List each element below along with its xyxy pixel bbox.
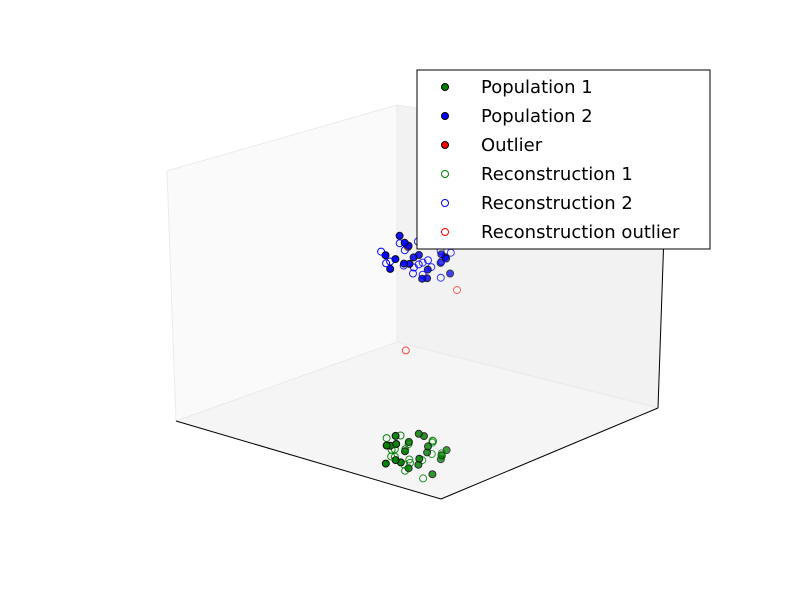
point-population-2-5 (423, 265, 432, 274)
point-reconstruction-2-13 (424, 256, 432, 265)
point-reconstruction-1-2 (437, 449, 446, 458)
point-reconstruction-2-16 (436, 273, 445, 282)
point-reconstruction-2-10 (377, 247, 386, 256)
legend-marker-outlier (441, 141, 449, 149)
point-population-2-0 (409, 253, 418, 262)
legend-label-reconstruction-1: Reconstruction 1 (481, 164, 633, 185)
data-points (377, 142, 533, 483)
point-reconstruction-1-16 (419, 474, 428, 483)
legend-marker-population-1 (441, 83, 449, 91)
point-reconstruction-2-19 (409, 269, 417, 278)
legend: Population 1 Population 2 Outlier Reconstru… (416, 69, 711, 250)
point-reconstruction-2-17 (400, 246, 409, 255)
point-reconstruction-2-2 (437, 257, 446, 266)
point-reconstruction-2-0 (418, 258, 427, 267)
point-reconstruction-1-5 (406, 458, 414, 467)
legend-marker-reconstruction-2 (441, 199, 449, 207)
legend-frame (416, 69, 711, 250)
point-population-1-3 (381, 459, 390, 468)
point-reconstruction-1-13 (429, 437, 438, 446)
point-reconstruction-1-0 (405, 455, 414, 464)
point-population-1-1 (382, 441, 391, 450)
legend-label-reconstruction-2: Reconstruction 2 (481, 193, 633, 214)
legend-label-population-2: Population 2 (481, 106, 593, 127)
point-reconstruction-outlier-2 (453, 286, 461, 294)
point-reconstruction-1-19 (387, 445, 396, 454)
legend-marker-population-2 (441, 112, 449, 120)
legend-marker-reconstruction-outlier (441, 228, 449, 236)
point-reconstruction-1-9 (438, 451, 446, 460)
point-population-1-16 (428, 470, 437, 479)
legend-marker-reconstruction-1 (441, 170, 449, 178)
legend-label-outlier: Outlier (481, 135, 543, 156)
x-axis-line (175, 420, 442, 500)
point-reconstruction-1-8 (401, 466, 410, 475)
point-population-2-1 (386, 264, 395, 273)
legend-label-reconstruction-outlier: Reconstruction outlier (481, 222, 680, 243)
point-population-2-16 (446, 269, 455, 278)
legend-label-population-1: Population 1 (481, 77, 593, 98)
point-population-1-18 (424, 442, 432, 451)
point-population-1-19 (392, 440, 401, 448)
point-population-1-15 (391, 456, 400, 465)
point-population-1-4 (414, 429, 423, 438)
point-reconstruction-2-7 (382, 259, 391, 268)
point-population-2-12 (400, 259, 408, 268)
point-population-1-5 (415, 454, 424, 463)
point-reconstruction-1-11 (401, 445, 410, 454)
point-reconstruction-2-3 (395, 239, 404, 248)
point-population-1-7 (391, 431, 400, 440)
point-population-2-2 (437, 250, 446, 259)
y-axis-line (440, 407, 659, 500)
point-reconstruction-outlier-0 (401, 346, 410, 355)
point-reconstruction-2-8 (418, 270, 427, 279)
point-population-2-10 (381, 251, 390, 260)
point-population-1-17 (404, 438, 413, 446)
point-population-2-3 (395, 231, 404, 240)
